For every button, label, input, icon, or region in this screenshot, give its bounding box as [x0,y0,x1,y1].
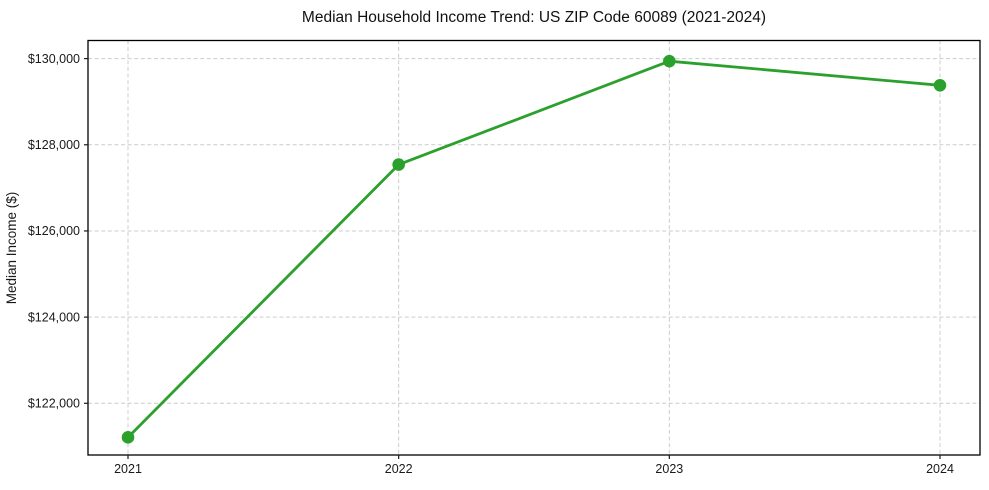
x-tick-label: 2023 [655,462,683,476]
y-axis-label: Median Income ($) [4,192,19,305]
x-tick-label: 2021 [114,462,142,476]
axis-ticks [84,57,941,459]
y-tick-label: $128,000 [28,138,80,152]
y-tick-label: $130,000 [28,52,80,66]
y-tick-label: $124,000 [28,310,80,324]
axis-tick-labels: $122,000 $124,000 $126,000 $128,000 $130,000… [28,52,954,476]
chart-title: Median Household Income Trend: US ZIP Co… [302,9,766,26]
y-tick-label: $122,000 [28,396,80,410]
data-point-marker [663,54,676,68]
x-tick-label: 2022 [385,462,413,476]
plot-border [87,39,981,456]
data-point-marker [392,158,405,171]
income-series [121,54,947,444]
data-point-marker [933,79,947,92]
income-trend-line [126,59,942,439]
y-tick-label: $126,000 [28,224,80,238]
data-point-marker [121,431,135,444]
x-tick-label: 2024 [926,462,954,476]
gridlines [88,40,980,455]
